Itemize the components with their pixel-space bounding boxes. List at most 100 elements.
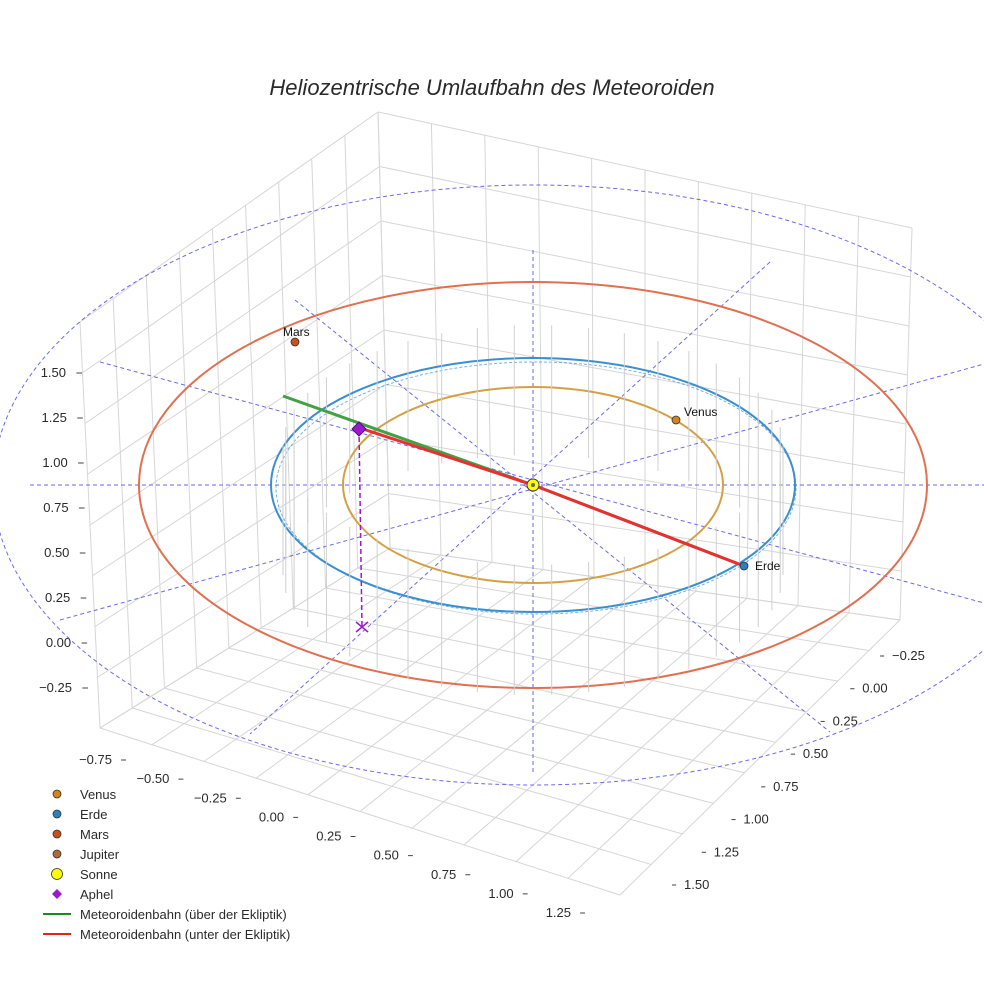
x-axis-ticks: −0.75 −0.50 −0.25 0.00 0.25 0.50 0.75 1.00 1.25 (79, 752, 585, 920)
grid-line (359, 583, 646, 812)
legend-symbol (40, 824, 74, 844)
z-tick-label: 1.25 (42, 410, 67, 425)
legend-symbol (40, 924, 74, 944)
grid-line (388, 493, 902, 572)
legend-item[interactable]: Jupiter (40, 844, 360, 864)
aphel-drop-line (358, 428, 363, 628)
z-tick-label: 0.00 (46, 635, 71, 650)
legend-label: Meteoroidenbahn (über der Ekliptik) (80, 906, 287, 922)
grid-line (99, 547, 391, 729)
y-tick-label: 1.50 (684, 877, 709, 892)
grid-line (380, 220, 910, 327)
x-tick-label: 0.50 (374, 848, 399, 863)
y-axis-ticks: −0.25 0.00 0.25 0.50 0.75 1.00 1.25 1.50 (672, 648, 925, 892)
guide-line (249, 261, 771, 735)
grid-line (377, 111, 913, 229)
x-tick-label: 0.25 (316, 829, 341, 844)
legend-item[interactable]: Venus (40, 784, 360, 804)
grid-line (567, 612, 850, 879)
legend-symbol (40, 884, 74, 904)
guide-line (59, 363, 984, 621)
legend: Venus Erde Mars Jupiter Sonne Aphel Meteoroide… (40, 784, 360, 954)
y-tick-label: −0.25 (892, 648, 925, 663)
legend-label: Aphel (80, 886, 114, 902)
legend-symbol (40, 844, 74, 864)
legend-label: Meteoroidenbahn (unter der Ekliptik) (80, 926, 291, 942)
grid-line (385, 384, 905, 474)
jupiter-orbit (0, 184, 984, 786)
grid-line (383, 329, 907, 425)
grid-line (151, 554, 442, 746)
x-tick-label: 0.75 (431, 867, 456, 882)
grid-line (94, 438, 388, 627)
x-tick-label: 1.25 (546, 905, 571, 920)
venus-orbit (342, 386, 724, 584)
erde-orbit (270, 357, 796, 613)
sonne-core (531, 483, 535, 487)
legend-symbol (40, 864, 74, 884)
legend-label: Jupiter (80, 846, 120, 862)
legend-item[interactable]: Mars (40, 824, 360, 844)
aphel-projection-marker (355, 621, 369, 633)
body-markers: Mars Venus Erde (283, 325, 781, 633)
grid-line (87, 275, 383, 475)
grid-line (97, 493, 389, 678)
grid-line (382, 275, 908, 376)
z-tick-label: 1.50 (41, 365, 66, 380)
x-tick-label: −0.75 (79, 752, 112, 767)
legend-item[interactable]: Sonne (40, 864, 360, 884)
legend-circle (52, 809, 62, 819)
chart-title: Heliozentrische Umlaufbahn des Meteoroid… (269, 75, 714, 100)
mars-label: Mars (283, 325, 310, 339)
grid-line (386, 438, 904, 523)
legend-circle (51, 868, 63, 880)
legend-item[interactable]: Erde (40, 804, 360, 824)
grid-line (255, 569, 544, 779)
mars-marker (290, 337, 300, 347)
grid-line (82, 166, 380, 374)
z-tick-label: 0.75 (43, 500, 68, 515)
legend-item[interactable]: Aphel (40, 884, 360, 904)
grid-line (379, 166, 911, 278)
y-tick-label: 1.25 (714, 844, 739, 859)
y-tick-label: 0.75 (773, 779, 798, 794)
projection-lines (282, 325, 784, 695)
z-tick-label: 0.50 (44, 545, 69, 560)
legend-item[interactable]: Meteoroidenbahn (über der Ekliptik) (40, 904, 360, 924)
grid-line (203, 561, 493, 762)
z-axis-ticks: −0.25 0.00 0.25 0.50 0.75 1.00 1.25 1.50 (39, 365, 88, 695)
jupiter-orbit-ellipse (0, 184, 984, 786)
z-tick-label: 0.25 (45, 590, 70, 605)
legend-label: Venus (80, 786, 117, 802)
grid-line (92, 384, 386, 577)
erde-marker (739, 561, 749, 571)
guide-line (99, 361, 984, 604)
y-tick-label: 0.50 (803, 746, 828, 761)
venus-marker (671, 415, 681, 425)
mars-orbit (138, 281, 928, 689)
grid-line (79, 111, 379, 323)
x-tick-label: −0.25 (194, 790, 227, 805)
grid (79, 111, 913, 896)
z-tick-label: −0.25 (39, 680, 72, 695)
erde-orbit-shadow (275, 361, 797, 615)
legend-symbol (40, 804, 74, 824)
legend-label: Mars (80, 826, 109, 842)
aphel-marker (351, 421, 367, 437)
x-tick-label: 0.00 (259, 809, 284, 824)
x-tick-label: −0.50 (136, 771, 169, 786)
y-tick-label: 1.00 (743, 812, 768, 827)
y-tick-label: 0.25 (833, 713, 858, 728)
erde-label: Erde (755, 559, 781, 573)
legend-item[interactable]: Meteoroidenbahn (unter der Ekliptik) (40, 924, 360, 944)
legend-symbol (40, 784, 74, 804)
legend-label: Erde (80, 806, 108, 822)
legend-circle (52, 849, 62, 859)
z-tick-label: 1.00 (42, 455, 67, 470)
guide-line (294, 299, 831, 733)
planet-orbits (138, 281, 928, 689)
venus-label: Venus (684, 405, 717, 419)
legend-diamond (52, 889, 62, 899)
y-tick-label: 0.00 (862, 681, 887, 696)
grid-line (307, 576, 595, 796)
